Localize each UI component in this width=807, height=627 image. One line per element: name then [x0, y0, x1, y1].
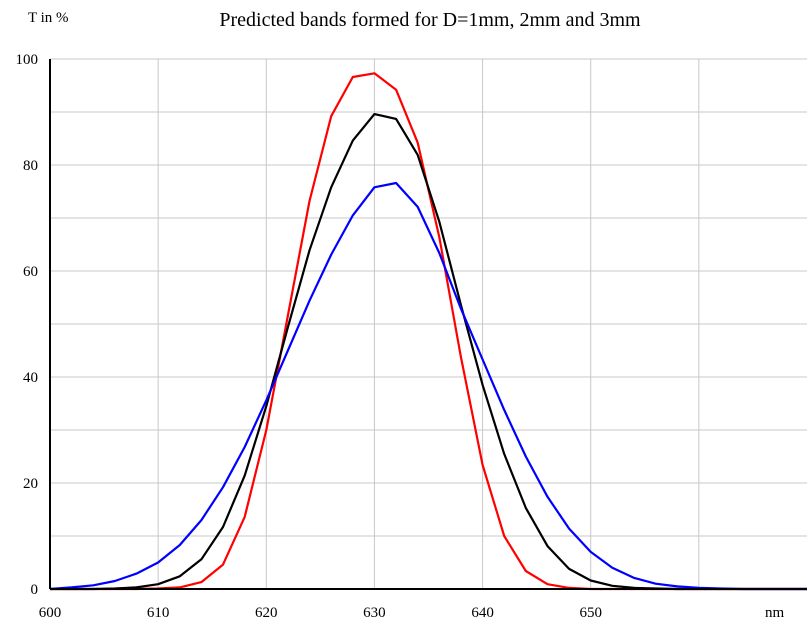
x-tick-label: 600	[39, 605, 62, 621]
y-tick-label: 40	[23, 370, 38, 386]
series-line-1	[50, 72, 807, 591]
series-line-2	[50, 112, 807, 591]
y-tick-label: 100	[16, 52, 39, 68]
series-line-3	[49, 181, 807, 591]
y-axis-label: T in %	[28, 10, 69, 26]
x-tick-label: 610	[147, 605, 170, 621]
series-lines	[49, 72, 807, 591]
y-tick-label: 80	[23, 158, 38, 174]
x-tick-label: 630	[363, 605, 386, 621]
y-tick-label: 0	[31, 582, 39, 598]
x-tick-label: nm	[765, 605, 785, 621]
y-tick-label: 60	[23, 264, 38, 280]
grid-lines	[50, 58, 807, 589]
x-tick-label: 620	[255, 605, 278, 621]
y-tick-label: 20	[23, 476, 38, 492]
x-tick-label: 650	[579, 605, 602, 621]
x-tick-labels: 600 610 620 630 640 650 nm	[39, 605, 785, 621]
chart-title: Predicted bands formed for D=1mm, 2mm an…	[219, 9, 641, 31]
y-tick-labels: 0 20 40 60 80 100	[16, 52, 39, 598]
x-tick-label: 640	[471, 605, 494, 621]
